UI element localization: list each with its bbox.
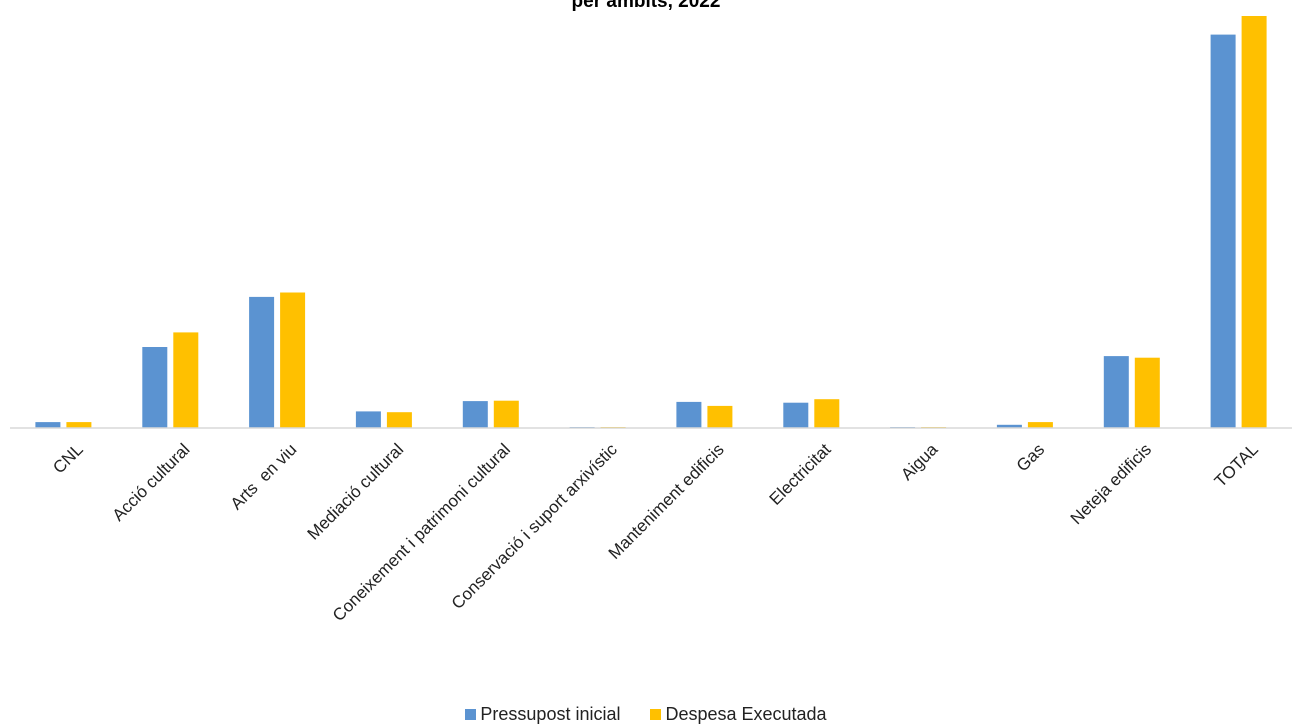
x-tick-label: Mediació cultural — [304, 440, 408, 544]
legend-item: Despesa Executada — [650, 704, 827, 725]
x-tick-label: CNL — [49, 440, 86, 477]
bar-pressupost-inicial-7 — [783, 402, 809, 428]
bar-pressupost-inicial-11 — [1210, 34, 1236, 428]
x-tick-label: Electricitat — [766, 440, 835, 509]
x-tick-label: Arts en viu — [227, 440, 301, 514]
bar-despesa-executada-11 — [1241, 16, 1267, 428]
x-tick-label: Acció cultural — [109, 440, 194, 525]
x-tick-labels: CNL Acció cultural Arts en viu Mediació cul… — [49, 439, 1262, 625]
chart-title: per àmbits, 2022 — [571, 0, 721, 12]
bar-despesa-executada-0 — [66, 422, 92, 428]
bar-pressupost-inicial-9 — [996, 424, 1022, 428]
legend-swatch — [465, 709, 477, 720]
bar-pressupost-inicial-1 — [142, 347, 168, 428]
legend-item: Pressupost inicial — [465, 704, 620, 725]
x-tick-label: Manteniment edificis — [605, 440, 728, 563]
x-tick-label: Coneixement i patrimoni cultural — [329, 440, 514, 625]
legend-label: Pressupost inicial — [480, 704, 621, 724]
bar-despesa-executada-6 — [707, 405, 733, 428]
bar-despesa-executada-9 — [1027, 422, 1053, 428]
bar-despesa-executada-3 — [386, 412, 412, 428]
bar-pressupost-inicial-0 — [35, 422, 61, 428]
bar-despesa-executada-7 — [814, 399, 840, 428]
legend-swatch — [650, 709, 662, 720]
bar-despesa-executada-2 — [280, 292, 306, 428]
bar-pressupost-inicial-6 — [676, 401, 702, 428]
x-tick-label: Aigua — [897, 439, 942, 484]
legend: Pressupost inicial Despesa Executada — [0, 704, 1292, 725]
legend-label: Despesa Executada — [665, 704, 827, 724]
bar-pressupost-inicial-3 — [355, 411, 381, 428]
bar-chart: CNL Acció cultural Arts en viu Mediació cul… — [10, 16, 1292, 625]
bar-despesa-executada-10 — [1134, 357, 1160, 428]
x-tick-label: TOTAL — [1211, 440, 1262, 491]
bar-pressupost-inicial-2 — [249, 296, 275, 428]
bar-despesa-executada-4 — [493, 400, 519, 428]
bar-pressupost-inicial-10 — [1103, 356, 1129, 428]
x-tick-label: Neteja edificis — [1067, 440, 1155, 528]
x-tick-label: Gas — [1013, 440, 1048, 475]
bars-layer — [35, 16, 1267, 428]
bar-despesa-executada-1 — [173, 332, 199, 428]
bar-pressupost-inicial-4 — [462, 401, 488, 428]
